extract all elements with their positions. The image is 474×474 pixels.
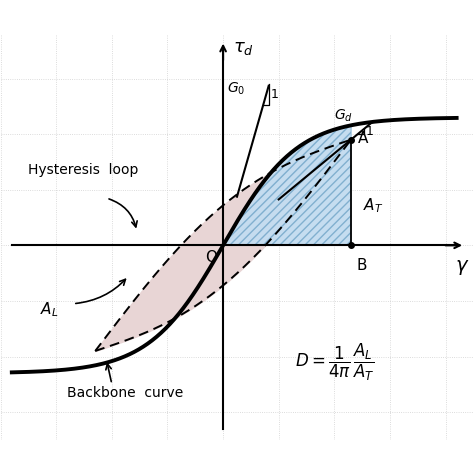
- Text: $A_L$: $A_L$: [40, 300, 58, 319]
- Text: $\gamma$: $\gamma$: [455, 257, 469, 276]
- Polygon shape: [223, 125, 351, 246]
- Text: 1: 1: [366, 125, 374, 137]
- Text: $D=\dfrac{1}{4\pi}\,\dfrac{A_L}{A_T}$: $D=\dfrac{1}{4\pi}\,\dfrac{A_L}{A_T}$: [295, 341, 375, 383]
- Text: $A_T$: $A_T$: [363, 196, 383, 215]
- Text: $G_0$: $G_0$: [227, 81, 246, 97]
- Text: Hysteresis  loop: Hysteresis loop: [28, 163, 139, 177]
- Text: B: B: [356, 257, 367, 273]
- Text: 1: 1: [270, 88, 278, 101]
- Text: $\tau_d$: $\tau_d$: [233, 38, 254, 56]
- Text: A: A: [358, 131, 368, 146]
- Text: $G_d$: $G_d$: [334, 108, 353, 124]
- Text: O: O: [205, 250, 217, 265]
- Text: Backbone  curve: Backbone curve: [67, 386, 183, 400]
